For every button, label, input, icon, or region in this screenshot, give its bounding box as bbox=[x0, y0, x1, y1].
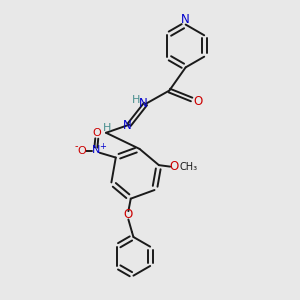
Text: O: O bbox=[92, 128, 101, 138]
Text: N: N bbox=[122, 119, 131, 132]
Text: +: + bbox=[99, 142, 106, 151]
Text: H: H bbox=[132, 95, 140, 105]
Text: O: O bbox=[170, 160, 179, 173]
Text: N: N bbox=[181, 13, 190, 26]
Text: H: H bbox=[102, 123, 111, 133]
Text: O: O bbox=[77, 146, 86, 156]
Text: N: N bbox=[92, 145, 100, 155]
Text: -: - bbox=[74, 141, 78, 151]
Text: O: O bbox=[194, 95, 203, 108]
Text: O: O bbox=[124, 208, 133, 220]
Text: CH₃: CH₃ bbox=[179, 162, 198, 172]
Text: N: N bbox=[139, 98, 148, 110]
